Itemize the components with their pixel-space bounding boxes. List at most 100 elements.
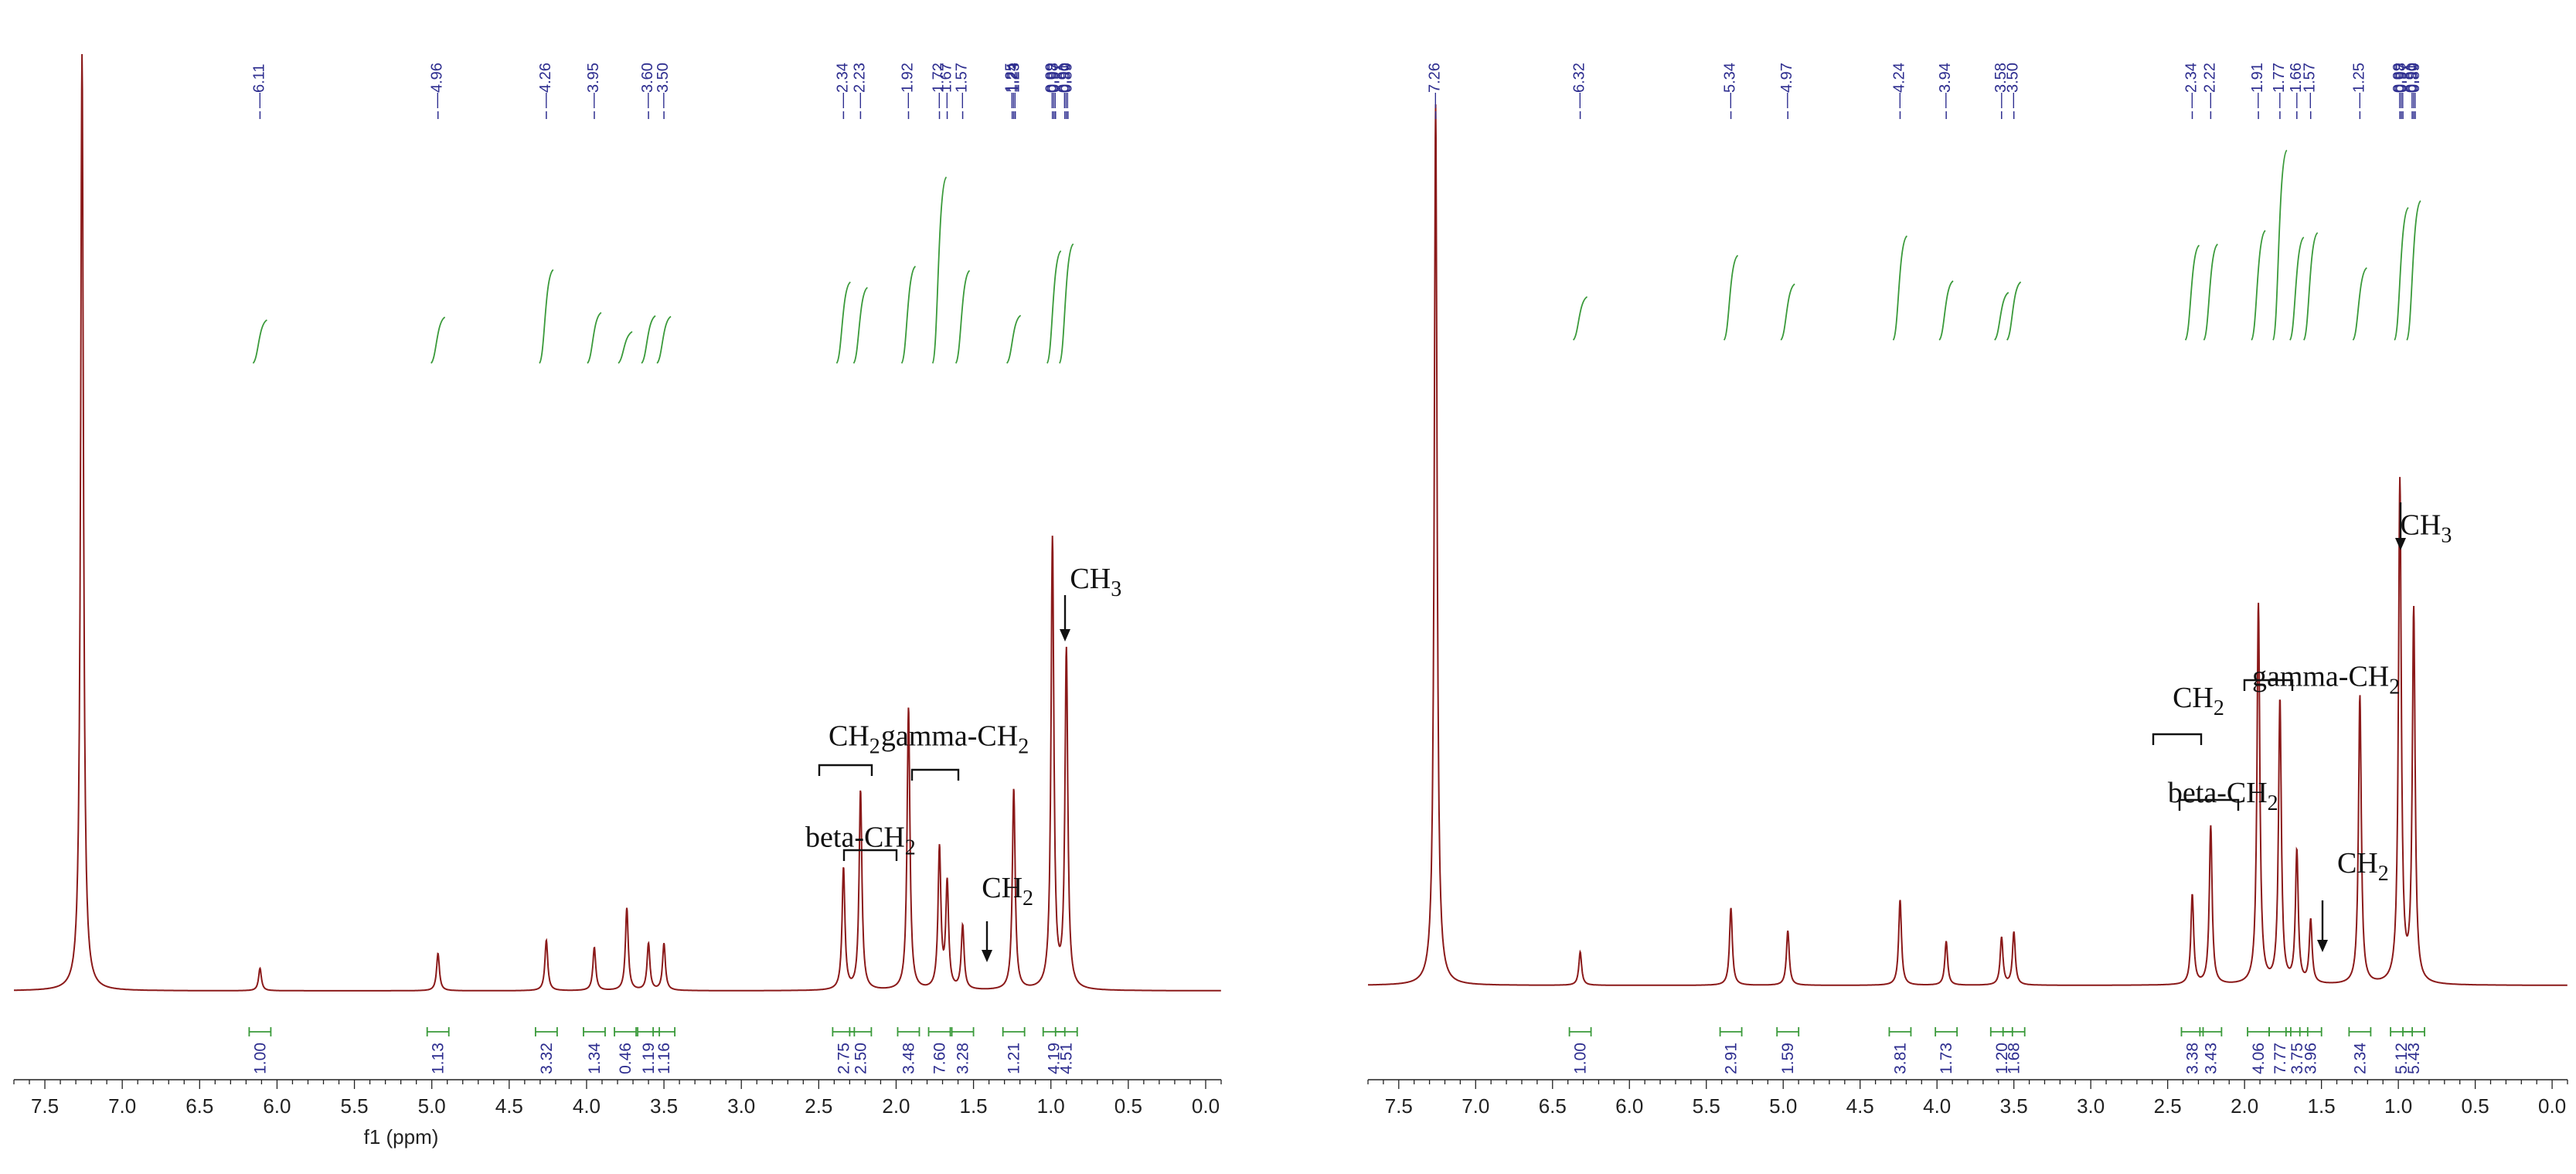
peak-label: —1.92 <box>899 63 916 108</box>
x-tick-label: 3.0 <box>2077 1094 2105 1118</box>
peak-label: —7.26 <box>1427 63 1444 108</box>
x-tick-label: 1.5 <box>960 1094 988 1118</box>
annotation-text: CH <box>1070 563 1111 595</box>
peak-label: —1.72 <box>931 63 948 108</box>
peak-annotation: CH2 <box>2337 847 2389 886</box>
integral-value: 1.00 <box>251 1043 269 1074</box>
bracket <box>2178 798 2240 811</box>
peak-annotation: beta-CH2 <box>805 821 916 859</box>
integral-value: 3.38 <box>2184 1043 2202 1074</box>
peak-label: —1.57 <box>2302 63 2319 108</box>
integral-value: 1.13 <box>430 1043 447 1074</box>
integral-value: 4.19 <box>1046 1043 1063 1074</box>
arrow-head <box>2395 538 2406 550</box>
integral-curve <box>1046 250 1062 364</box>
peak-label: —3.58 <box>1992 63 2009 108</box>
integral-value: 3.28 <box>955 1043 972 1074</box>
peak-annotation: gamma-CH2 <box>2252 660 2400 699</box>
integral-curve <box>2289 237 2305 341</box>
integral-value: 3.48 <box>900 1043 917 1074</box>
x-tick-label: 7.0 <box>1462 1094 1489 1118</box>
annotation-subscript: 2 <box>2378 862 2389 886</box>
integral-curve <box>2272 149 2288 341</box>
peak-annotation: CH3 <box>1070 563 1121 601</box>
arrow-head <box>1060 629 1070 641</box>
annotation-subscript: 2 <box>1023 886 1033 910</box>
annotation-text: CH <box>2173 682 2214 714</box>
peak-label: —4.24 <box>1890 63 1907 108</box>
x-tick-label: 2.0 <box>882 1094 910 1118</box>
peak-label: —4.26 <box>537 63 554 108</box>
x-tick-label: 6.0 <box>1615 1094 1643 1118</box>
integral-value: 1.20 <box>1993 1043 2011 1074</box>
x-tick-label: 3.5 <box>650 1094 678 1118</box>
integral-value: 3.81 <box>1891 1043 1909 1074</box>
peak-label: —1.24 <box>1005 63 1022 108</box>
integral-value: 4.06 <box>2250 1043 2268 1074</box>
x-tick-label: 0.5 <box>1114 1094 1142 1118</box>
x-tick-label: 2.0 <box>2231 1094 2258 1118</box>
peak-label: —3.94 <box>1937 63 1954 108</box>
peak-label: —4.97 <box>1778 63 1795 108</box>
spectrum-panel-right: —7.26 —6.32 —5.34 —4.97 —4.24 —3.94 —3.58—3.50… <box>1367 63 2568 1118</box>
x-tick-label: 1.0 <box>2384 1094 2412 1118</box>
integral-curve <box>1572 296 1588 341</box>
peak-label: —0.97 <box>2394 63 2411 108</box>
annotation-text: gamma-CH <box>881 720 1018 752</box>
integral-value: 7.77 <box>2271 1043 2289 1074</box>
peak-label: —6.11 <box>250 64 267 108</box>
integral-curve <box>835 281 852 364</box>
annotation-text: beta-CH <box>805 821 905 853</box>
peak-label: —3.50 <box>2005 63 2022 108</box>
bracket <box>910 768 960 781</box>
integral-curve <box>1058 243 1074 364</box>
integral-curve <box>2251 230 2266 341</box>
integral-curve <box>1723 254 1739 341</box>
integral-curve <box>618 331 633 364</box>
integral-curve <box>539 269 554 364</box>
integral-value: 3.43 <box>2202 1043 2220 1074</box>
x-tick-label: 0.0 <box>2538 1094 2566 1118</box>
peak-label: —1.67 <box>938 63 955 108</box>
integral-value: 2.75 <box>835 1043 852 1074</box>
annotation-subscript: 2 <box>869 734 880 758</box>
integral-value: 1.21 <box>1006 1043 1023 1074</box>
integral-value: 3.96 <box>2302 1043 2320 1074</box>
peak-label: —2.34 <box>2183 63 2200 108</box>
x-tick-label: 4.0 <box>1923 1094 1951 1118</box>
bracket <box>842 849 898 861</box>
peak-label: —3.60 <box>639 63 656 108</box>
peak-label: —0.98 <box>2392 63 2409 108</box>
integral-value: 5.12 <box>2393 1043 2411 1074</box>
bracket <box>2243 679 2294 691</box>
integral-curve <box>587 311 602 364</box>
integral-curve <box>1892 235 1908 341</box>
integral-curve <box>1938 280 1954 341</box>
integral-curve <box>641 315 656 364</box>
integral-curve <box>430 316 446 364</box>
integral-value: 5.43 <box>2405 1043 2423 1074</box>
integral-curve <box>2406 200 2421 341</box>
x-tick-label: 3.0 <box>727 1094 755 1118</box>
peak-label: —4.96 <box>429 63 446 108</box>
integral-curve <box>1780 283 1795 341</box>
spectrum-line <box>1368 104 2567 986</box>
integral-curve <box>2184 244 2200 341</box>
peak-label: —0.91 <box>2403 63 2420 108</box>
peak-label: —1.23 <box>1006 63 1023 108</box>
peak-annotation: CH2 <box>829 720 880 758</box>
integral-value: 2.34 <box>2351 1043 2369 1074</box>
x-tick-label: 6.5 <box>1539 1094 1567 1118</box>
peak-annotation: CH2 <box>982 872 1033 910</box>
peak-label: —1.25 <box>2350 63 2367 108</box>
peak-label: —0.90 <box>2404 63 2421 108</box>
peak-label: —2.23 <box>851 63 868 108</box>
x-tick-label: 5.5 <box>340 1094 368 1118</box>
peak-label: —1.66 <box>2288 63 2305 108</box>
peak-label: —0.89 <box>2406 63 2423 108</box>
x-tick-label: 7.0 <box>108 1094 136 1118</box>
x-tick-label: 2.5 <box>2154 1094 2182 1118</box>
integral-curve <box>900 265 917 364</box>
peak-label: —5.34 <box>1722 63 1739 108</box>
x-tick-label: 7.5 <box>31 1094 59 1118</box>
